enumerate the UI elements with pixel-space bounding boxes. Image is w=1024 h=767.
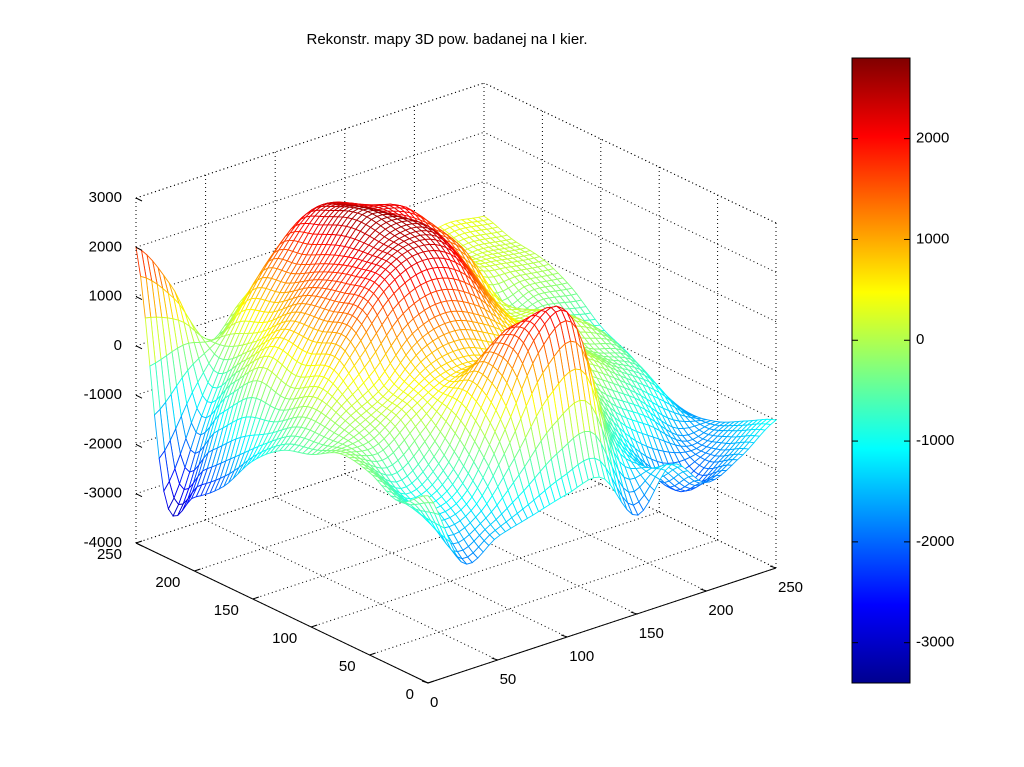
colorbar-tick-label: 1000 xyxy=(916,230,949,247)
y-tick-label: 200 xyxy=(155,574,180,591)
x-tick-mark xyxy=(769,565,777,569)
z-tick-mark xyxy=(135,345,143,350)
y-tick-label: 0 xyxy=(406,686,414,703)
z-tick-mark xyxy=(135,443,143,448)
x-tick-mark xyxy=(491,657,498,661)
z-tick-label: 2000 xyxy=(89,238,122,255)
y-tick-label: 50 xyxy=(339,658,356,675)
y-tick-mark xyxy=(427,680,435,684)
z-tick-mark xyxy=(135,493,143,498)
z-tick-label: -4000 xyxy=(84,534,122,551)
colorbar-gradient xyxy=(851,57,911,684)
z-tick-label: -2000 xyxy=(84,435,122,452)
z-tick-label: 0 xyxy=(114,337,122,354)
z-tick-label: 1000 xyxy=(89,288,122,305)
x-tick-label: 200 xyxy=(708,602,733,619)
colorbar-tick-label: 2000 xyxy=(916,130,949,147)
y-tick-mark xyxy=(252,596,259,600)
z-tick-mark xyxy=(135,394,143,399)
y-tick-mark xyxy=(369,652,376,656)
z-tick-mark xyxy=(135,296,143,301)
gridline xyxy=(135,82,485,199)
z-tick-mark xyxy=(135,542,143,547)
colorbar-tick-label: -1000 xyxy=(916,432,954,449)
x-axis-line xyxy=(427,567,777,684)
z-tick-label: 3000 xyxy=(89,189,122,206)
y-tick-mark xyxy=(311,624,318,628)
x-tick-label: 100 xyxy=(569,648,594,665)
surface-plot xyxy=(135,201,778,565)
z-tick-label: -3000 xyxy=(84,485,122,502)
y-tick-label: 150 xyxy=(214,602,239,619)
z-tick-label: -1000 xyxy=(84,386,122,403)
y-axis-line xyxy=(135,542,429,684)
chart-title: Rekonstr. mapy 3D pow. badanej na I kier… xyxy=(307,31,588,48)
colorbar: 2000 1000 0 -1000 -2000 -3000 xyxy=(851,57,954,684)
x-tick-mark xyxy=(700,588,707,592)
x-tick-label: 0 xyxy=(430,694,438,711)
x-tick-label: 50 xyxy=(500,671,517,688)
x-tick-mark xyxy=(561,634,568,638)
x-tick-mark xyxy=(630,611,637,615)
box-edge xyxy=(135,82,485,199)
x-tick-label: 150 xyxy=(639,625,664,642)
colorbar-tick-label: -3000 xyxy=(916,634,954,651)
box-edge xyxy=(483,82,777,224)
z-tick-mark xyxy=(135,197,143,202)
gridline xyxy=(369,539,718,656)
colorbar-tick-label: 0 xyxy=(916,331,924,348)
y-tick-mark xyxy=(135,540,143,544)
colorbar-tick-label: -2000 xyxy=(916,533,954,550)
y-tick-label: 100 xyxy=(272,630,297,647)
x-tick-label: 250 xyxy=(778,579,803,596)
y-tick-mark xyxy=(194,568,201,572)
